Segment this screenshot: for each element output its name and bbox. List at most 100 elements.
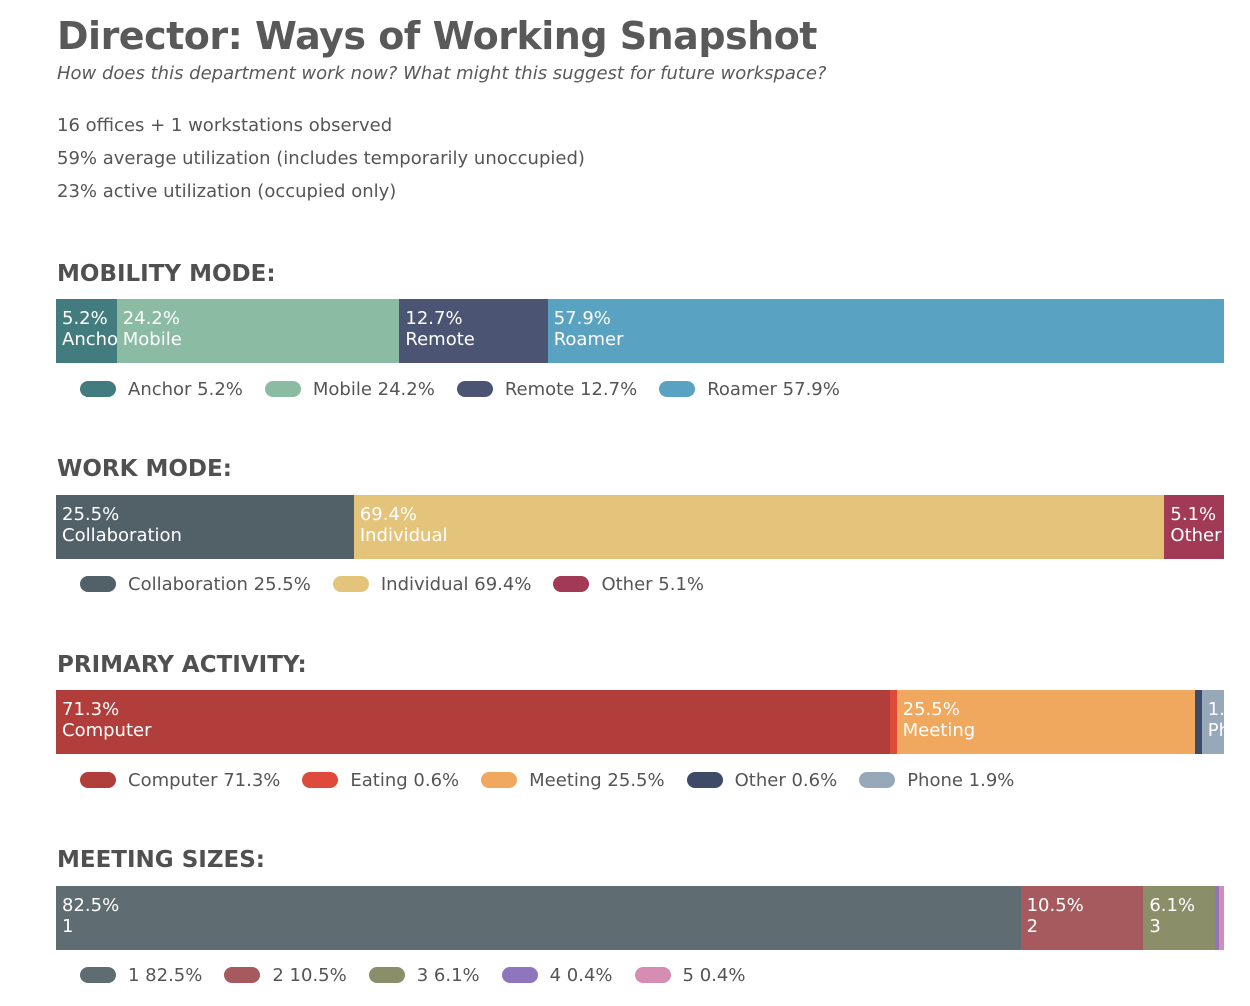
legend-item-meeting-sizes-5: 5 0.4% [634,962,746,988]
legend-swatch-icon [456,381,493,397]
bar-segment-mobility-mode-anchor: 5.2%Anchor [56,299,117,363]
legend-item-meeting-sizes-1: 1 82.5% [80,962,202,988]
segment-percent-label: 10.5% [1026,895,1084,916]
bar-segment-primary-activity-computer: 71.3% Computer [56,690,890,754]
legend-swatch-icon [481,772,518,788]
legend-item-mobility-mode-roamer: Roamer 57.9% [659,376,840,402]
segment-name-label: Collaboration [62,525,182,546]
bar-segment-primary-activity-phone: 1.9%Phone [1201,690,1224,754]
bar-segment-primary-activity-meeting: 25.5% Meeting [896,690,1195,754]
segment-percent-label: 24.2% [122,308,180,329]
mobility-mode-bar: 5.2%Anchor24.2%Mobile12.7%Remote57.9%Roa… [56,299,1224,363]
stat-active-utilization: 23% active utilization (occupied only) [57,181,397,202]
segment-percent-label: 1.9% [1207,699,1224,720]
legend-swatch-icon [80,967,116,983]
legend-item-mobility-mode-mobile: Mobile 24.2% [264,376,435,402]
segment-name-label: Mobile [122,329,182,350]
segment-name-label: Anchor [62,329,117,350]
legend-label: 3 6.1% [416,964,480,986]
segment-percent-label: 57.9% [553,308,611,329]
bar-segment-work-mode-other: 5.1% Other [1164,495,1224,559]
chart-title-meeting-sizes: MEETING SIZES: [57,847,265,873]
legend-item-meeting-sizes-2: 2 10.5% [224,962,347,988]
legend-label: Collaboration 25.5% [128,573,311,595]
legend-label: Phone 1.9% [907,769,1015,791]
legend-swatch-icon [686,772,723,788]
segment-name-label: 3 [1149,916,1161,937]
legend-label: Individual 69.4% [380,573,532,595]
page-title: Director: Ways of Working Snapshot [57,14,817,58]
meeting-sizes-legend: 1 82.5% 2 10.5% 3 6.1% 4 0.4% 5 0.4% [80,962,767,988]
legend-swatch-icon [553,576,590,592]
chart-title-work-mode: WORK MODE: [57,456,232,482]
legend-swatch-icon [80,772,116,788]
legend-label: Other 5.1% [601,573,705,595]
legend-label: 2 10.5% [272,964,347,986]
segment-percent-label: 82.5% [62,895,120,916]
chart-title-mobility-mode: MOBILITY MODE: [57,261,276,287]
legend-swatch-icon [659,381,696,397]
legend-label: Roamer 57.9% [707,378,840,400]
legend-swatch-icon [80,576,116,592]
segment-percent-label: 5.2% [62,308,108,329]
legend-swatch-icon [368,967,405,983]
page-subtitle: How does this department work now? What … [57,63,827,84]
legend-item-primary-activity-computer: Computer 71.3% [80,767,280,793]
legend-label: 5 0.4% [682,964,746,986]
legend-swatch-icon [332,576,369,592]
legend-item-work-mode-collaboration: Collaboration 25.5% [80,571,311,597]
legend-item-primary-activity-other: Other 0.6% [686,767,838,793]
segment-percent-label: 25.5% [902,699,960,720]
segment-name-label: Remote [405,329,475,350]
segment-percent-label: 6.1% [1149,895,1196,916]
legend-label: Remote 12.7% [504,378,638,400]
legend-label: 4 0.4% [549,964,613,986]
legend-item-meeting-sizes-3: 3 6.1% [368,962,480,988]
bar-segment-meeting-sizes-5 [1219,886,1224,950]
stat-offices-observed: 16 offices + 1 workstations observed [57,115,393,136]
legend-label: Meeting 25.5% [529,769,665,791]
legend-label: Other 0.6% [734,769,838,791]
stat-average-utilization: 59% average utilization (includes tempor… [57,148,585,169]
legend-label: Computer 71.3% [128,769,281,791]
segment-percent-label: 69.4% [359,504,418,525]
bar-segment-meeting-sizes-4 [1214,886,1220,950]
legend-label: Anchor 5.2% [128,378,243,400]
bar-segment-primary-activity-eating [889,690,897,754]
segment-name-label: Individual [359,525,448,546]
meeting-sizes-bar: 82.5% 1 10.5% 2 6.1% 3 [56,886,1224,950]
segment-name-label: 1 [62,916,74,937]
legend-label: Mobile 24.2% [312,378,435,400]
bar-segment-mobility-mode-roamer: 57.9% Roamer [547,299,1224,363]
legend-swatch-icon [501,967,538,983]
legend-item-primary-activity-eating: Eating 0.6% [302,767,459,793]
legend-swatch-icon [264,381,301,397]
legend-item-work-mode-individual: Individual 69.4% [332,571,532,597]
bar-segment-meeting-sizes-1: 82.5% 1 [56,886,1021,950]
legend-swatch-icon [224,967,261,983]
bar-segment-mobility-mode-remote: 12.7% Remote [399,299,548,363]
segment-percent-label: 5.1% [1170,504,1217,525]
legend-item-meeting-sizes-4: 4 0.4% [501,962,613,988]
legend-swatch-icon [302,772,339,788]
bar-segment-meeting-sizes-3: 6.1% 3 [1143,886,1215,950]
legend-swatch-icon [80,381,116,397]
legend-swatch-icon [634,967,671,983]
bar-segment-work-mode-individual: 69.4% Individual [353,495,1165,559]
segment-percent-label: 12.7% [405,308,463,329]
segment-name-label: Other [1170,525,1222,546]
legend-swatch-icon [859,772,896,788]
legend-label: Eating 0.6% [350,769,460,791]
segment-name-label: Computer [62,720,152,741]
legend-item-mobility-mode-anchor: Anchor 5.2% [80,376,243,402]
legend-item-primary-activity-meeting: Meeting 25.5% [481,767,665,793]
legend-item-mobility-mode-remote: Remote 12.7% [456,376,638,402]
primary-activity-legend: Computer 71.3% Eating 0.6% Meeting 25.5% Ot… [80,767,1036,793]
legend-item-work-mode-other: Other 5.1% [553,571,704,597]
segment-name-label: 2 [1026,916,1039,937]
segment-name-label: Meeting [902,720,976,741]
segment-percent-label: 25.5% [62,504,120,525]
work-mode-bar: 25.5% Collaboration 69.4% Individual 5.1% Oth… [56,495,1224,559]
legend-label: 1 82.5% [128,964,203,986]
